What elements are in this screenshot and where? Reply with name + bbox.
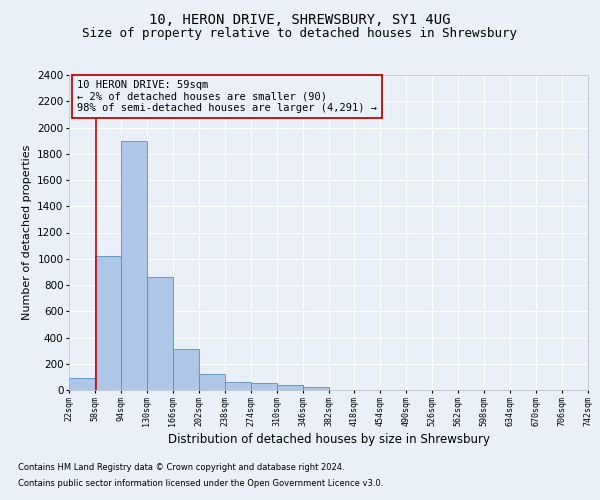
Bar <box>173 348 199 390</box>
Y-axis label: Number of detached properties: Number of detached properties <box>22 145 32 320</box>
Text: Contains public sector information licensed under the Open Government Licence v3: Contains public sector information licen… <box>18 478 383 488</box>
Bar <box>121 140 147 390</box>
Bar <box>95 256 121 390</box>
Bar <box>277 385 302 390</box>
Bar <box>251 384 277 390</box>
Bar <box>224 382 251 390</box>
Bar <box>302 386 329 390</box>
Bar <box>69 378 95 390</box>
Text: 10 HERON DRIVE: 59sqm
← 2% of detached houses are smaller (90)
98% of semi-detac: 10 HERON DRIVE: 59sqm ← 2% of detached h… <box>77 80 377 113</box>
Bar <box>199 374 224 390</box>
X-axis label: Distribution of detached houses by size in Shrewsbury: Distribution of detached houses by size … <box>167 432 490 446</box>
Text: Size of property relative to detached houses in Shrewsbury: Size of property relative to detached ho… <box>83 28 517 40</box>
Text: 10, HERON DRIVE, SHREWSBURY, SY1 4UG: 10, HERON DRIVE, SHREWSBURY, SY1 4UG <box>149 12 451 26</box>
Bar <box>147 277 173 390</box>
Text: Contains HM Land Registry data © Crown copyright and database right 2024.: Contains HM Land Registry data © Crown c… <box>18 464 344 472</box>
